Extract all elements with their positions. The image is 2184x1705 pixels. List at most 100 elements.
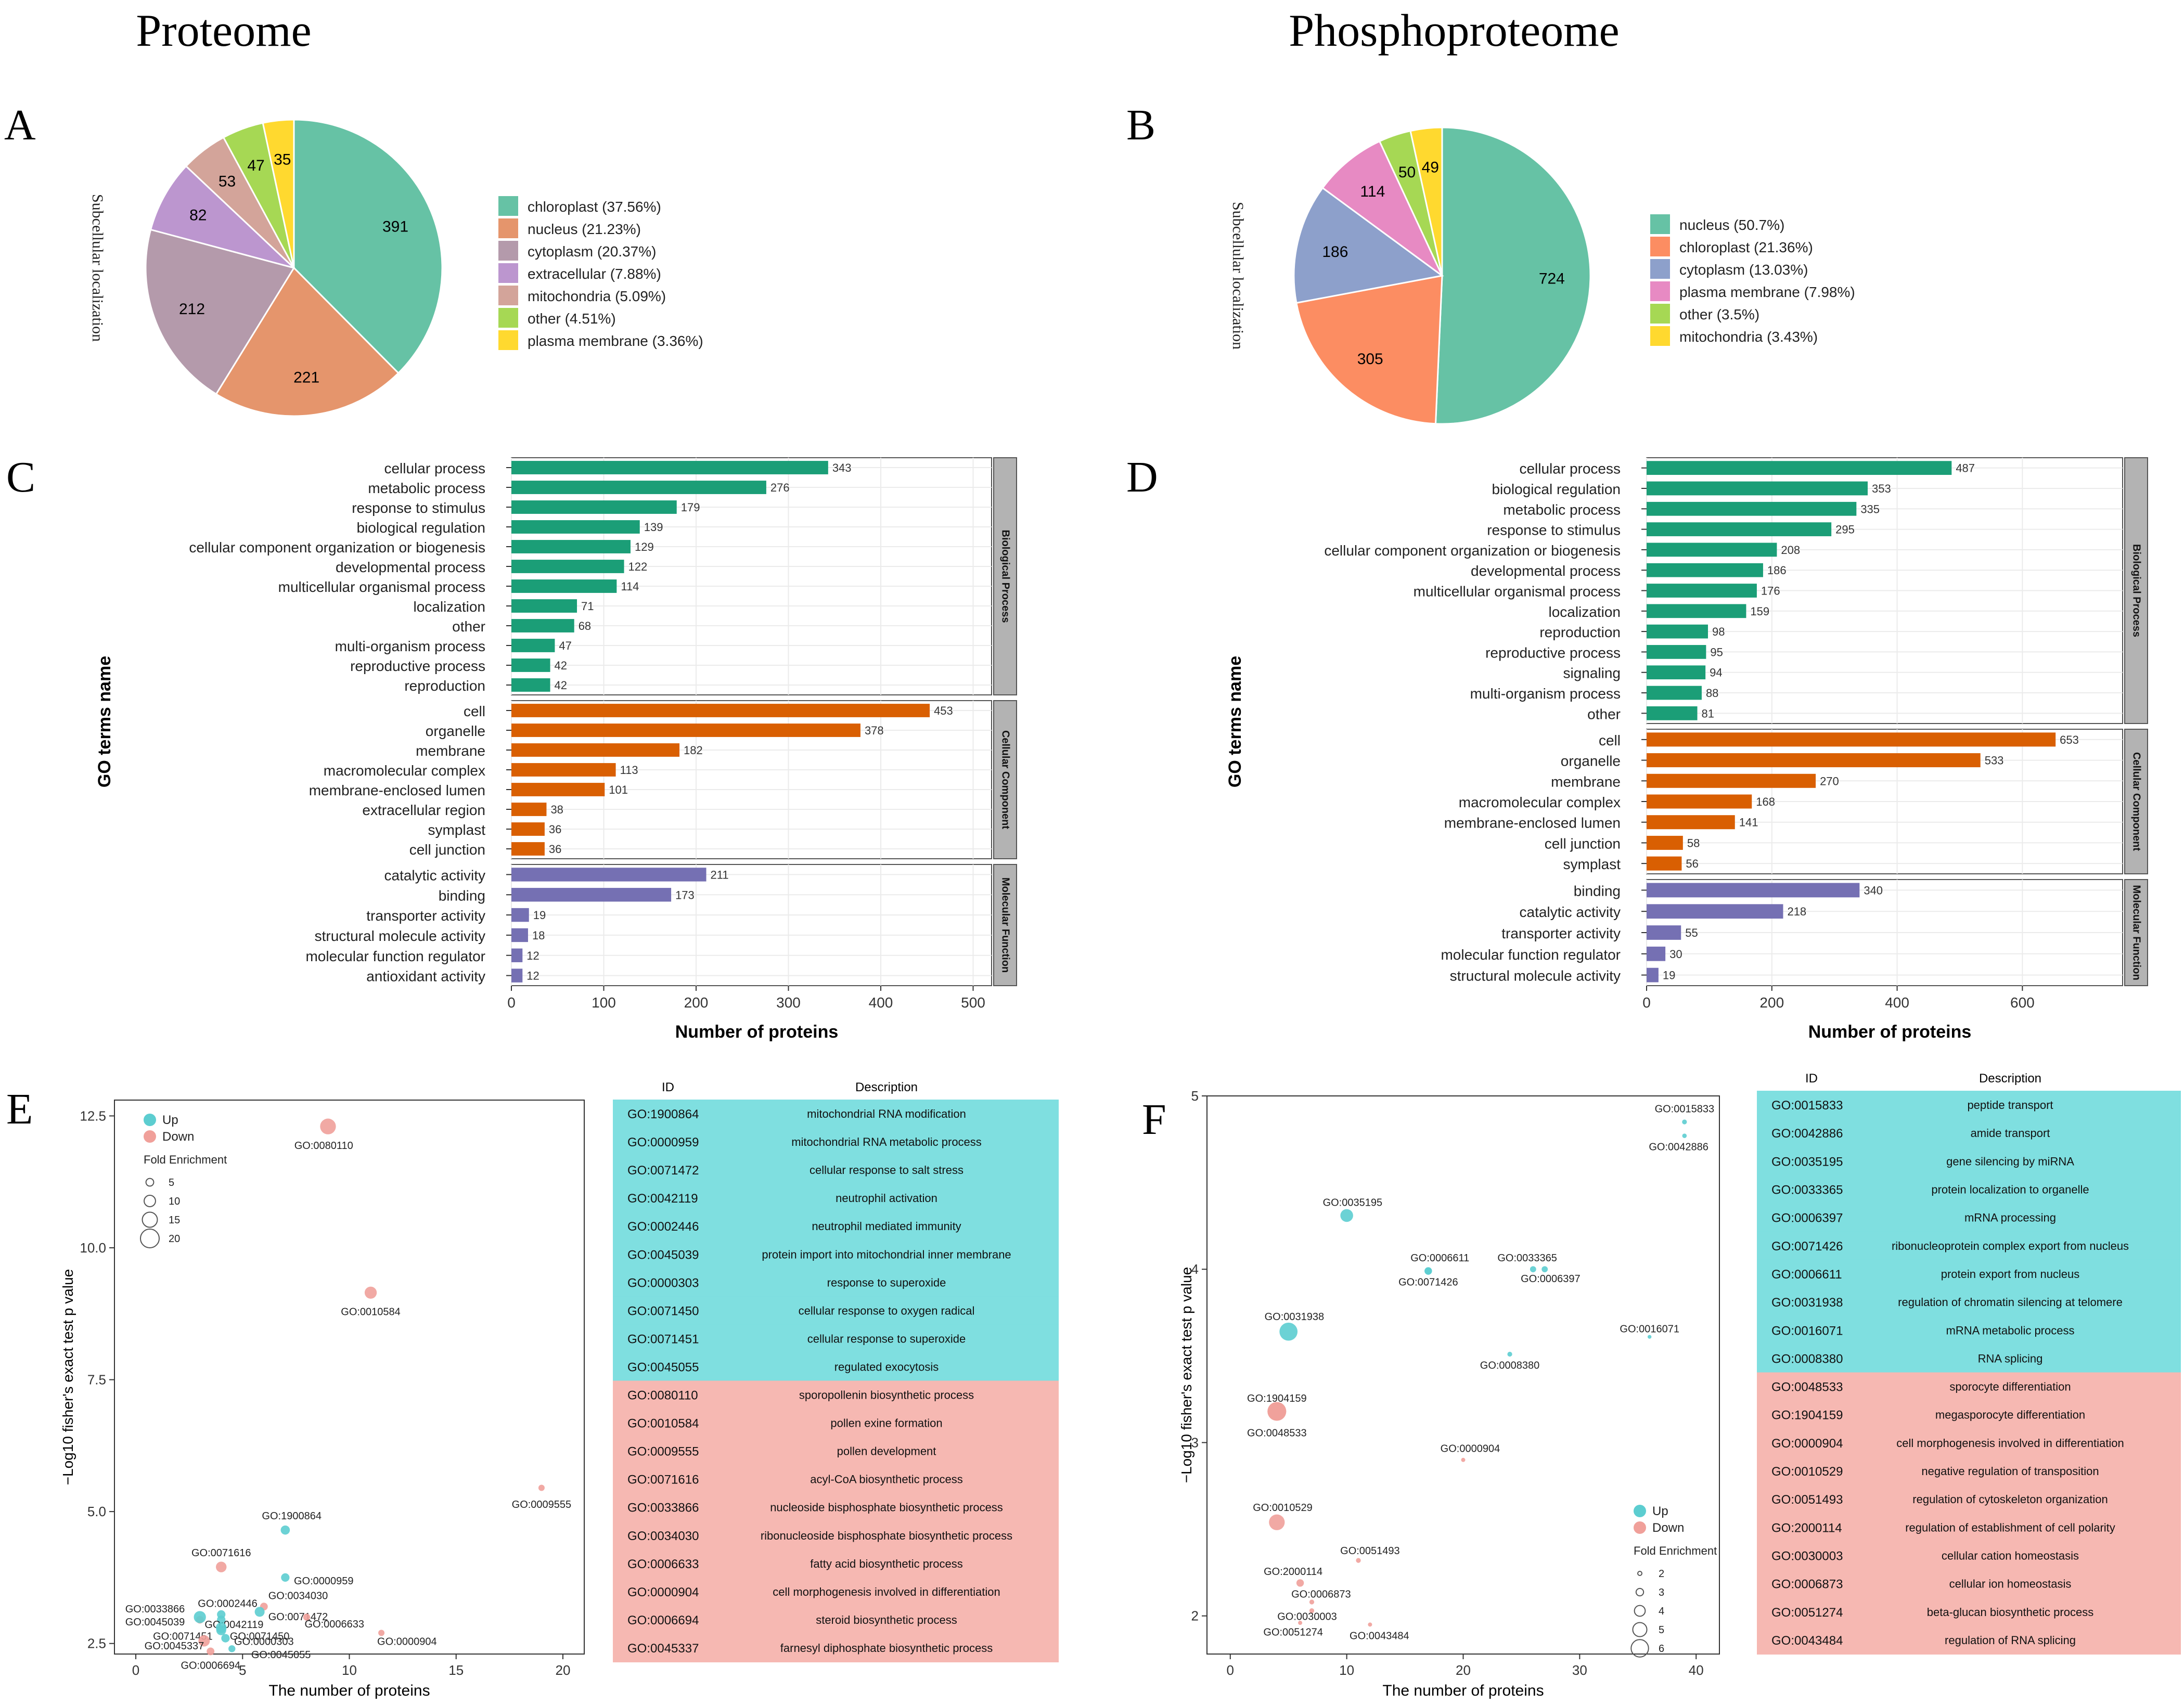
category-label: organelle bbox=[426, 723, 485, 739]
table-header-description: Description bbox=[1979, 1071, 2041, 1086]
category-label: metabolic process bbox=[1503, 501, 1621, 518]
table-row bbox=[1757, 1400, 2181, 1429]
panel-d-bar-chart: 487 cellular process 353 biological regulat… bbox=[1225, 457, 2148, 1042]
category-label: structural molecule activity bbox=[1450, 968, 1621, 984]
table-row bbox=[1757, 1541, 2181, 1570]
facet-strip bbox=[2124, 457, 2148, 724]
category-label: developmental process bbox=[1471, 563, 1621, 579]
x-tick-label: 15 bbox=[448, 1662, 464, 1678]
bar bbox=[1647, 753, 1981, 768]
table-cell-id: GO:0006633 bbox=[627, 1557, 699, 1571]
bar-value-label: 42 bbox=[555, 659, 567, 672]
category-label: reproductive process bbox=[1485, 644, 1621, 661]
table-cell-description: regulation of establishment of cell pola… bbox=[1905, 1521, 2115, 1534]
x-tick-label: 0 bbox=[507, 994, 516, 1011]
category-label: other bbox=[452, 618, 485, 635]
table-cell-description: megasporocyte differentiation bbox=[1935, 1409, 2085, 1422]
table-cell-description: mitochondrial RNA modification bbox=[807, 1107, 966, 1120]
scatter-point bbox=[1309, 1608, 1315, 1613]
facet-label: Biological Process bbox=[1000, 530, 1011, 623]
table-cell-id: GO:0071426 bbox=[1771, 1239, 1843, 1254]
category-label: macromolecular complex bbox=[324, 763, 485, 779]
heading-phosphoproteome: Phosphoproteome bbox=[1289, 6, 1620, 56]
point-label: GO:0015833 bbox=[1655, 1103, 1715, 1115]
legend-label: mitochondria (5.09%) bbox=[528, 288, 666, 304]
table-cell-id: GO:1904159 bbox=[1771, 1409, 1843, 1423]
table-cell-id: GO:0006611 bbox=[1771, 1268, 1842, 1282]
pie-slice bbox=[262, 119, 295, 268]
bar bbox=[1647, 604, 1746, 618]
bar-value-label: 38 bbox=[550, 803, 563, 816]
point-label: GO:0042119 bbox=[204, 1619, 263, 1631]
category-label: reproductive process bbox=[350, 658, 485, 674]
bar bbox=[1647, 501, 1857, 516]
point-label: GO:0006694 bbox=[181, 1660, 240, 1671]
bar-panel-frame bbox=[511, 864, 992, 986]
legend-swatch bbox=[498, 218, 518, 238]
y-tick-label: 2.5 bbox=[87, 1636, 106, 1651]
bar-value-label: 42 bbox=[555, 679, 567, 692]
facet-label: Molecular Function bbox=[2131, 885, 2142, 980]
legend-down-label: Down bbox=[1652, 1521, 1684, 1535]
bar bbox=[511, 639, 555, 652]
pie-slice bbox=[1434, 126, 1591, 425]
bar bbox=[1647, 815, 1735, 830]
table-cell-id: GO:0006873 bbox=[1771, 1578, 1843, 1592]
bar-value-label: 176 bbox=[1761, 585, 1780, 598]
legend-swatch bbox=[498, 241, 518, 261]
legend-size-label: 2 bbox=[1659, 1568, 1664, 1580]
bar-value-label: 47 bbox=[559, 639, 571, 652]
legend-size-marker bbox=[1634, 1605, 1646, 1617]
legend-size-marker bbox=[1630, 1639, 1649, 1658]
bar-value-label: 179 bbox=[681, 501, 700, 514]
y-tick-label: 12.5 bbox=[80, 1108, 106, 1123]
facet-strip bbox=[2124, 729, 2148, 874]
table-row bbox=[1757, 1259, 2181, 1289]
bar-value-label: 36 bbox=[549, 843, 561, 856]
scatter-point bbox=[254, 1607, 265, 1617]
legend-size-marker bbox=[1632, 1622, 1648, 1637]
category-label: cell junction bbox=[1545, 835, 1621, 851]
y-tick-label: 5.0 bbox=[87, 1504, 106, 1519]
table-cell-id: GO:0071450 bbox=[627, 1304, 699, 1318]
legend-size-label: 6 bbox=[1659, 1643, 1664, 1655]
bar bbox=[511, 520, 640, 534]
category-label: catalytic activity bbox=[1520, 904, 1621, 920]
y-tick-label: 4 bbox=[1191, 1261, 1199, 1277]
table-header-id: ID bbox=[662, 1080, 674, 1094]
bar-value-label: 95 bbox=[1710, 645, 1723, 658]
x-tick-label: 600 bbox=[2010, 994, 2035, 1011]
table-cell-description: neutrophil mediated immunity bbox=[812, 1220, 961, 1233]
bar bbox=[1647, 883, 1860, 898]
table-cell-id: GO:0035195 bbox=[1771, 1155, 1843, 1169]
legend-swatch bbox=[498, 330, 518, 350]
legend-swatch bbox=[498, 263, 518, 283]
bar-value-label: 182 bbox=[684, 744, 703, 757]
category-label: cellular process bbox=[384, 460, 485, 476]
table-cell-description: beta-glucan biosynthetic process bbox=[1927, 1606, 2093, 1619]
point-label: GO:1900864 bbox=[262, 1510, 322, 1522]
pie-slice-value: 221 bbox=[293, 369, 319, 386]
category-label: multicellular organismal process bbox=[278, 579, 485, 595]
point-label: GO:0071616 bbox=[191, 1547, 251, 1559]
category-label: cellular component organization or bioge… bbox=[189, 539, 485, 556]
point-label: GO:0006633 bbox=[305, 1619, 365, 1630]
point-label: GO:0051274 bbox=[1263, 1627, 1323, 1638]
point-label: GO:0010584 bbox=[341, 1307, 401, 1318]
legend-size-marker bbox=[142, 1211, 158, 1228]
pie-slice bbox=[149, 165, 295, 269]
table-row bbox=[613, 1605, 1059, 1634]
bar bbox=[511, 968, 523, 983]
pie-slice-value: 391 bbox=[382, 218, 408, 236]
table-cell-description: protein export from nucleus bbox=[1941, 1268, 2080, 1281]
bar bbox=[1647, 584, 1757, 598]
table-cell-id: GO:0045337 bbox=[627, 1642, 699, 1656]
scatter-point bbox=[1269, 1514, 1285, 1530]
x-tick-label: 20 bbox=[1456, 1662, 1471, 1678]
bar bbox=[1647, 946, 1666, 961]
bar-value-label: 55 bbox=[1685, 926, 1698, 939]
category-label: localization bbox=[413, 599, 485, 615]
category-label: other bbox=[1587, 706, 1621, 722]
bar-value-label: 12 bbox=[526, 949, 539, 962]
bar-value-label: 141 bbox=[1739, 816, 1758, 829]
